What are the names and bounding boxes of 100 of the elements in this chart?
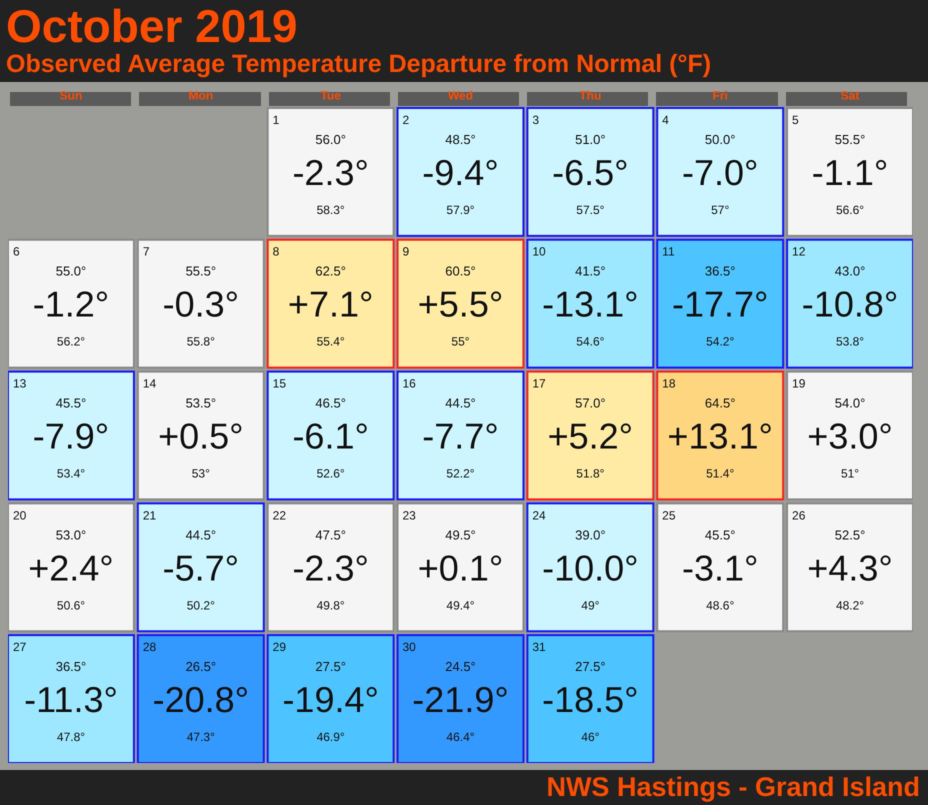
annotation: 9 <box>402 244 410 259</box>
data-label: -11.3° <box>24 679 118 720</box>
annotation: 55.4° <box>316 334 345 349</box>
annotation: 29 <box>272 640 286 654</box>
annotation: 45.5° <box>56 396 86 410</box>
annotation: 56.6° <box>836 202 864 217</box>
annotation: 26 <box>792 508 806 522</box>
annotation: 55.8° <box>186 334 216 349</box>
data-label: +5.2° <box>548 416 634 456</box>
annotation: 50.6° <box>56 598 86 612</box>
annotation: 31 <box>532 640 546 654</box>
chart-subtitle: Observed Average Temperature Departure from Normal (°F) <box>6 50 712 78</box>
data-label: -10.0° <box>542 547 639 588</box>
annotation: 50.2° <box>186 598 216 612</box>
annotation: 49.4° <box>446 598 475 612</box>
text: NWS Hastings - Grand Island <box>0 770 928 805</box>
data-label: -21.9° <box>412 679 509 720</box>
data-label: -2.3° <box>292 547 369 588</box>
annotation: 28 <box>142 640 156 654</box>
annotation: 15 <box>272 376 286 390</box>
annotation: 39.0° <box>575 527 606 542</box>
data-label: +3.0° <box>807 416 893 456</box>
annotation: 22 <box>272 508 286 522</box>
annotation: 58.3° <box>316 202 345 217</box>
annotation: 27.5° <box>575 659 606 674</box>
annotation: 5 <box>792 112 800 127</box>
annotation: 57.9° <box>446 202 475 217</box>
annotation: 53° <box>192 466 210 480</box>
annotation: 36.5° <box>704 264 736 279</box>
annotation: 3 <box>532 112 540 127</box>
annotation: 25 <box>662 508 676 522</box>
annotation: 54.2° <box>706 334 734 349</box>
annotation: 20 <box>12 508 27 522</box>
annotation: 48.2° <box>836 598 864 612</box>
annotation: 43.0° <box>834 264 866 279</box>
annotation: 6 <box>12 244 20 259</box>
annotation: 46° <box>581 730 600 744</box>
annotation: 44.5° <box>186 527 216 542</box>
annotation: 46.4° <box>446 730 475 744</box>
annotation: 18 <box>662 376 676 390</box>
annotation: 55° <box>451 334 470 349</box>
annotation: 17 <box>532 376 546 390</box>
chart-title: October 2019 <box>6 0 298 52</box>
x-tick-label: Sun <box>60 88 82 102</box>
annotation: 8 <box>272 244 280 259</box>
data-label: -5.7° <box>162 547 240 588</box>
annotation: 55.5° <box>834 132 866 147</box>
annotation: 7 <box>142 244 150 259</box>
annotation: 53.0° <box>56 527 86 542</box>
annotation: 51.0° <box>575 132 606 147</box>
data-label: -17.7° <box>672 284 768 325</box>
annotation: 55.5° <box>186 264 216 279</box>
data-label: -2.3° <box>292 152 369 193</box>
annotation: 26.5° <box>186 659 216 674</box>
annotation: 27.5° <box>315 659 346 674</box>
x-tick-label: Mon <box>188 88 214 102</box>
data-label: +5.5° <box>418 284 504 325</box>
data-label: -18.5° <box>542 679 639 720</box>
annotation: 16 <box>402 376 416 390</box>
annotation: 54.6° <box>576 334 605 349</box>
annotation: 1 <box>272 112 280 127</box>
data-label: -6.1° <box>292 416 369 456</box>
data-label: -13.1° <box>542 284 639 325</box>
data-label: -0.3° <box>162 284 240 325</box>
annotation: 57° <box>711 202 730 217</box>
annotation: 46.9° <box>316 730 345 744</box>
annotation: 53.5° <box>186 396 216 410</box>
annotation: 53.4° <box>56 466 86 480</box>
annotation: 45.5° <box>704 527 736 542</box>
annotation: 57.0° <box>575 396 606 410</box>
annotation: 53.8° <box>836 334 864 349</box>
annotation: 41.5° <box>575 264 606 279</box>
annotation: 47.8° <box>56 730 86 744</box>
annotation: 11 <box>662 244 675 259</box>
data-label: +13.1° <box>667 416 773 456</box>
annotation: 62.5° <box>315 264 346 279</box>
annotation: 19 <box>792 376 806 390</box>
annotation: 13 <box>12 376 27 390</box>
data-label: +0.5° <box>158 416 244 456</box>
annotation: 46.5° <box>315 396 346 410</box>
annotation: 57.5° <box>576 202 605 217</box>
x-tick-label: Wed <box>448 88 474 102</box>
annotation: 55.0° <box>56 264 86 279</box>
annotation: 56.0° <box>315 132 346 147</box>
data-label: -20.8° <box>152 679 250 720</box>
annotation: 21 <box>142 508 156 522</box>
data-label: -6.5° <box>552 152 629 193</box>
annotation: 50.0° <box>704 132 736 147</box>
annotation: 36.5° <box>56 659 86 674</box>
annotation: 49° <box>581 598 600 612</box>
annotation: 60.5° <box>445 264 476 279</box>
annotation: 44.5° <box>445 396 476 410</box>
x-tick-label: Thu <box>579 88 602 102</box>
data-label: -3.1° <box>682 547 758 588</box>
data-label: -1.2° <box>32 284 110 325</box>
annotation: 14 <box>142 376 156 390</box>
annotation: 51° <box>840 466 860 480</box>
data-label: +7.1° <box>288 284 374 325</box>
annotation: 56.2° <box>56 334 86 349</box>
data-label: -7.0° <box>682 152 758 193</box>
